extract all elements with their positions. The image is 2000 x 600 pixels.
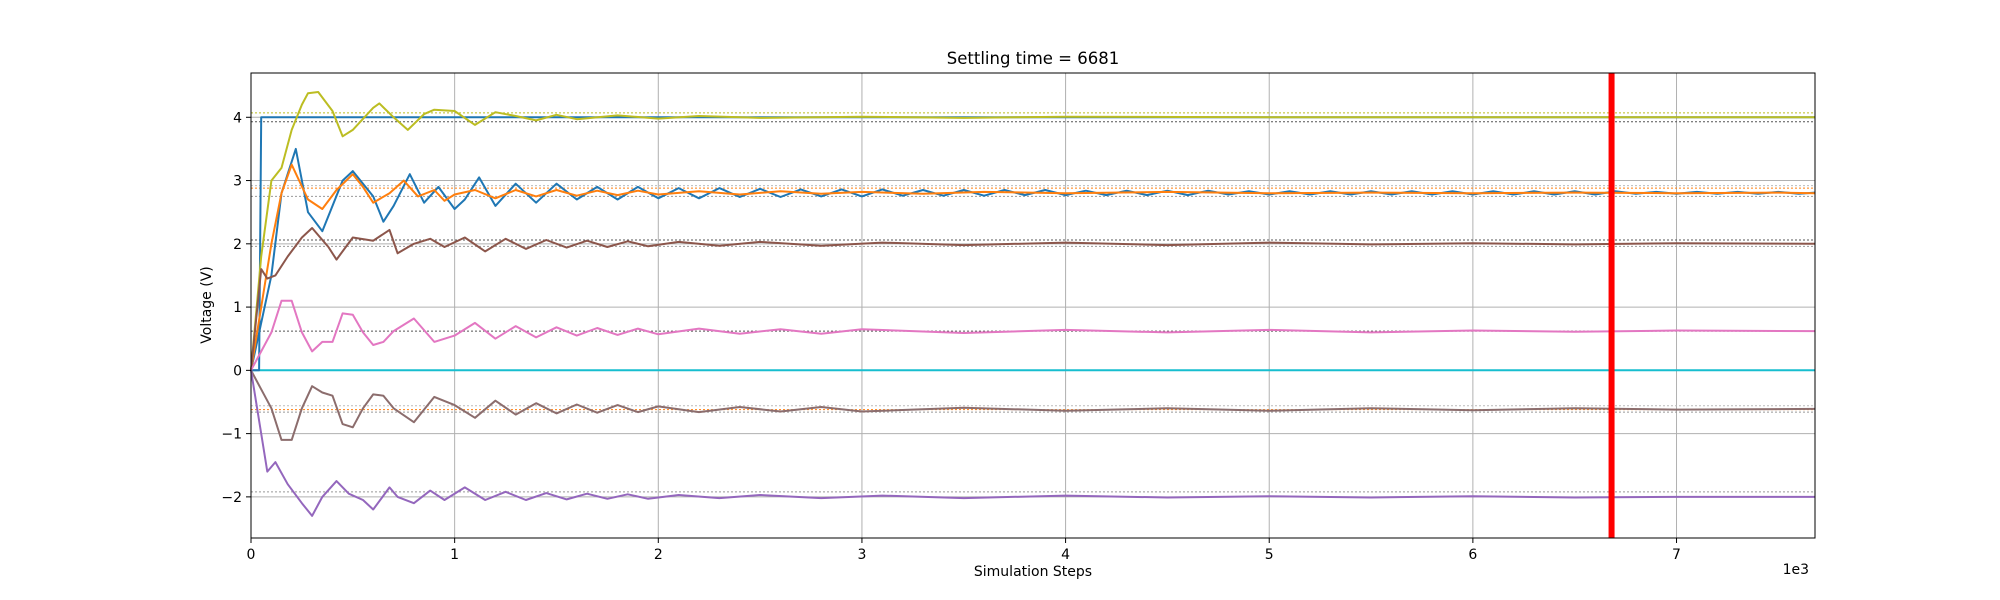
x-tick-label: 7 bbox=[1672, 547, 1681, 563]
x-tick-label: 6 bbox=[1468, 547, 1477, 563]
y-tick-label: 3 bbox=[233, 174, 242, 190]
y-tick-label: 1 bbox=[233, 300, 242, 316]
x-tick-label: 4 bbox=[1061, 547, 1070, 563]
chart-title: Settling time = 6681 bbox=[947, 49, 1120, 68]
plot-frame bbox=[250, 72, 1816, 539]
y-tick-label: −2 bbox=[221, 490, 242, 506]
y-tick-label: 4 bbox=[233, 110, 242, 126]
series-line-8 bbox=[250, 369, 1816, 441]
y-tick-label: 0 bbox=[233, 363, 242, 379]
x-axis-label: Simulation Steps bbox=[974, 564, 1092, 580]
series-line-6 bbox=[250, 227, 1816, 371]
x-axis-offset-label: 1e3 bbox=[1783, 562, 1809, 578]
axis-ticks: 0 1 2 3 4 5 6 7 −2 −1 0 1 2 3 4 bbox=[221, 110, 1681, 563]
series-line-9 bbox=[250, 370, 1815, 517]
x-tick-label: 2 bbox=[654, 547, 663, 563]
series-line-3 bbox=[250, 91, 1815, 371]
series-line-5 bbox=[250, 163, 1816, 371]
y-tick-label: 2 bbox=[233, 237, 242, 253]
series-lines bbox=[250, 91, 1816, 517]
x-tick-label: 1 bbox=[450, 547, 459, 563]
x-tick-label: 5 bbox=[1265, 547, 1274, 563]
x-tick-label: 3 bbox=[857, 547, 866, 563]
y-tick-label: −1 bbox=[221, 427, 242, 443]
x-tick-label: 0 bbox=[247, 547, 256, 563]
series-line-7 bbox=[250, 299, 1816, 371]
y-axis-label: Voltage (V) bbox=[199, 266, 215, 343]
